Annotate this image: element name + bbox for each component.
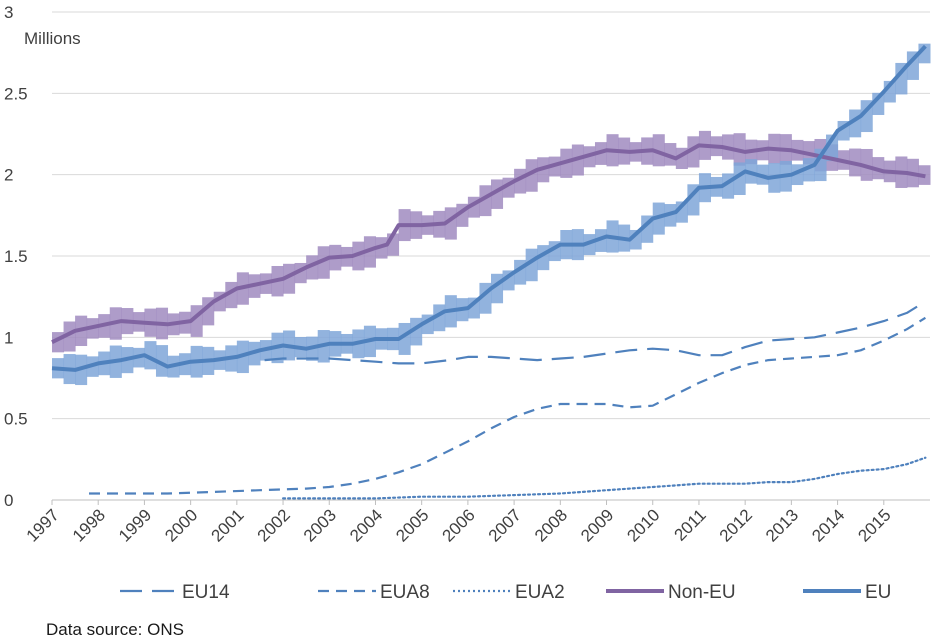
x-tick-label: 2009 — [577, 505, 617, 545]
x-tick-label: 2007 — [485, 505, 525, 545]
legend-label: EUA8 — [380, 582, 430, 603]
legend-label: EU14 — [182, 582, 230, 603]
data-source-note: Data source: ONS — [46, 620, 184, 639]
x-tick-label: 2005 — [392, 505, 432, 545]
band-step — [733, 162, 746, 195]
legend: EU14 EUA8 EUA2 Non-EU EU — [120, 582, 891, 603]
series-lines — [51, 44, 927, 500]
y-tick-label: 0.5 — [4, 410, 28, 429]
legend-label: EU — [865, 582, 891, 603]
x-tick-label: 1999 — [115, 505, 155, 545]
x-tick-label: 2001 — [207, 505, 247, 545]
legend-item-eu: EU — [803, 582, 891, 603]
series-line-eu14 — [264, 300, 926, 365]
x-tick-label: 1997 — [23, 505, 63, 545]
legend-item-non-eu: Non-EU — [606, 582, 736, 603]
band-step — [525, 248, 538, 282]
x-tick-label: 2008 — [531, 505, 571, 545]
band-step — [144, 341, 157, 370]
gridlines — [52, 11, 930, 501]
band-non-eu — [52, 130, 931, 353]
x-tick-label: 2006 — [439, 505, 479, 545]
y-tick-label: 1.5 — [4, 247, 28, 266]
band-step — [525, 159, 538, 192]
band-step — [687, 136, 700, 168]
series-line-non-eu — [51, 143, 926, 344]
y-tick-label: 2 — [4, 166, 13, 185]
x-tick-label: 2000 — [161, 505, 201, 545]
unit-label: Millions — [24, 29, 81, 48]
y-axis-ticks: 0 0.5 1 1.5 2 2.5 3 — [4, 3, 28, 510]
legend-item-eua2: EUA2 — [453, 582, 565, 603]
confidence-bands — [52, 43, 931, 386]
y-tick-label: 0 — [4, 491, 13, 510]
y-tick-label: 2.5 — [4, 84, 28, 103]
band-step — [491, 179, 504, 209]
x-tick-label: 2014 — [808, 505, 848, 545]
x-tick-label: 2010 — [623, 505, 663, 545]
band-step — [652, 134, 665, 167]
x-tick-label: 2003 — [300, 505, 340, 545]
x-tick-label: 2004 — [346, 505, 386, 545]
legend-label: EUA2 — [515, 582, 565, 603]
band-step — [306, 255, 319, 280]
x-tick-label: 2013 — [762, 505, 802, 545]
legend-item-eu14: EU14 — [120, 582, 230, 603]
band-step — [479, 185, 492, 217]
x-axis-ticks: 1997 1998 1999 2000 2001 2002 2003 2004 2005 2006… — [23, 500, 895, 546]
band-step — [664, 143, 677, 166]
legend-item-eua8: EUA8 — [318, 582, 430, 603]
series-line-eua8 — [89, 316, 926, 495]
band-step — [155, 345, 169, 377]
series-line-eu — [51, 44, 927, 372]
band-step — [283, 263, 296, 294]
x-tick-label: 2012 — [716, 505, 756, 545]
x-tick-label: 2011 — [670, 505, 709, 544]
x-tick-label: 2002 — [254, 505, 294, 545]
y-tick-label: 1 — [4, 328, 13, 347]
legend-label: Non-EU — [668, 582, 736, 603]
x-tick-label: 2015 — [854, 505, 894, 545]
band-step — [63, 321, 76, 352]
x-tick-label: 1998 — [69, 505, 109, 545]
series-line-eua2 — [282, 456, 927, 500]
band-step — [317, 246, 330, 279]
y-tick-label: 3 — [4, 3, 13, 22]
